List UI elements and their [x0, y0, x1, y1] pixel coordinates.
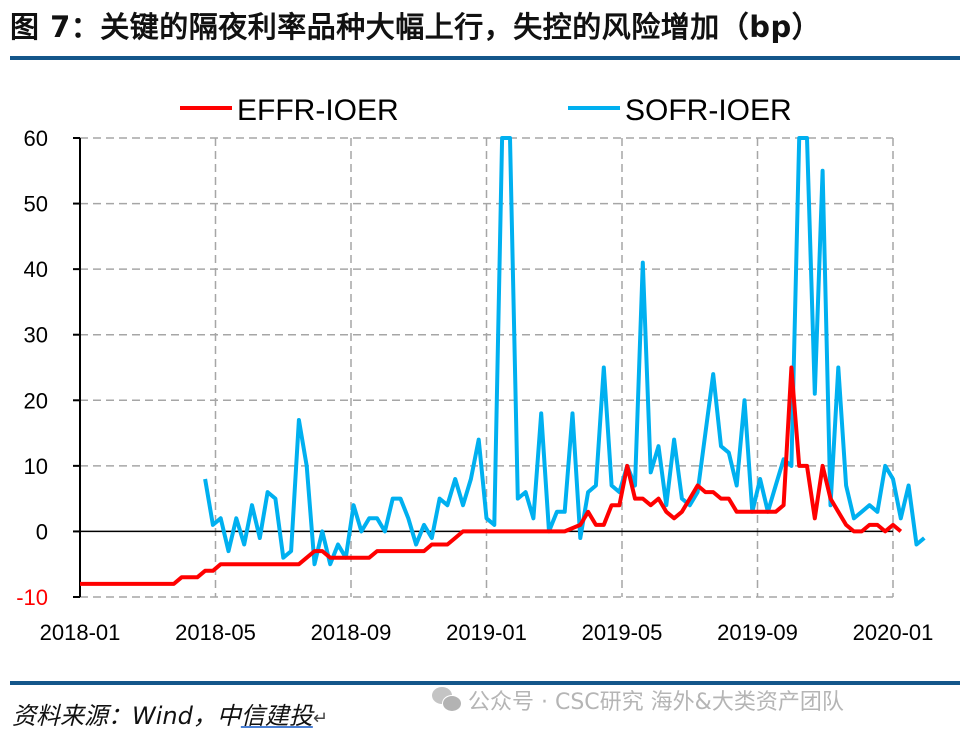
- chart-title: 图 7：关键的隔夜利率品种大幅上行，失控的风险增加（bp）: [10, 10, 822, 44]
- x-axis-labels: 2018-01 2018-05 2018-09 2019-01 2019-05 2019-…: [40, 620, 934, 645]
- grid-lines: [80, 137, 894, 598]
- y-tick-label: 0: [36, 519, 48, 544]
- y-tick-label: 60: [24, 126, 48, 151]
- legend-label: SOFR-IOER: [625, 94, 792, 127]
- x-tick-label: 2018-05: [175, 620, 256, 645]
- top-divider: [10, 56, 960, 60]
- x-tick-label: 2019-05: [582, 620, 663, 645]
- wechat-icon: [432, 687, 462, 713]
- y-tick-label: -10: [16, 585, 48, 610]
- y-axis-labels: -10 0 10 20 30 40 50 60: [16, 126, 48, 610]
- y-tick-label: 40: [24, 257, 48, 282]
- series-lines: [80, 136, 926, 586]
- watermark: 公众号 · CSC研究 海外&大类资产团队: [432, 684, 844, 716]
- bottom-divider: [10, 681, 960, 685]
- source-note: 资料来源：Wind，中信建投↵: [12, 696, 328, 731]
- return-mark-icon: ↵: [312, 708, 328, 729]
- source-prefix: 资料来源：Wind，中: [12, 702, 241, 730]
- effr-ioer-line: [80, 365, 903, 586]
- legend-label: EFFR-IOER: [237, 94, 399, 127]
- x-tick-label: 2018-09: [311, 620, 392, 645]
- legend: EFFR-IOER SOFR-IOER: [180, 94, 792, 127]
- x-tick-label: 2020-01: [853, 620, 934, 645]
- source-underlined: 信建投: [240, 702, 313, 730]
- x-tick-label: 2018-01: [40, 620, 121, 645]
- y-tick-label: 20: [24, 388, 48, 413]
- watermark-text: 公众号 · CSC研究 海外&大类资产团队: [468, 690, 844, 715]
- y-tick-label: 10: [24, 454, 48, 479]
- y-tick-label: 30: [24, 323, 48, 348]
- x-tick-label: 2019-09: [717, 620, 798, 645]
- x-tick-label: 2019-01: [446, 620, 527, 645]
- y-tick-label: 50: [24, 192, 48, 217]
- sofr-ioer-line: [203, 136, 926, 567]
- axes: [73, 137, 893, 598]
